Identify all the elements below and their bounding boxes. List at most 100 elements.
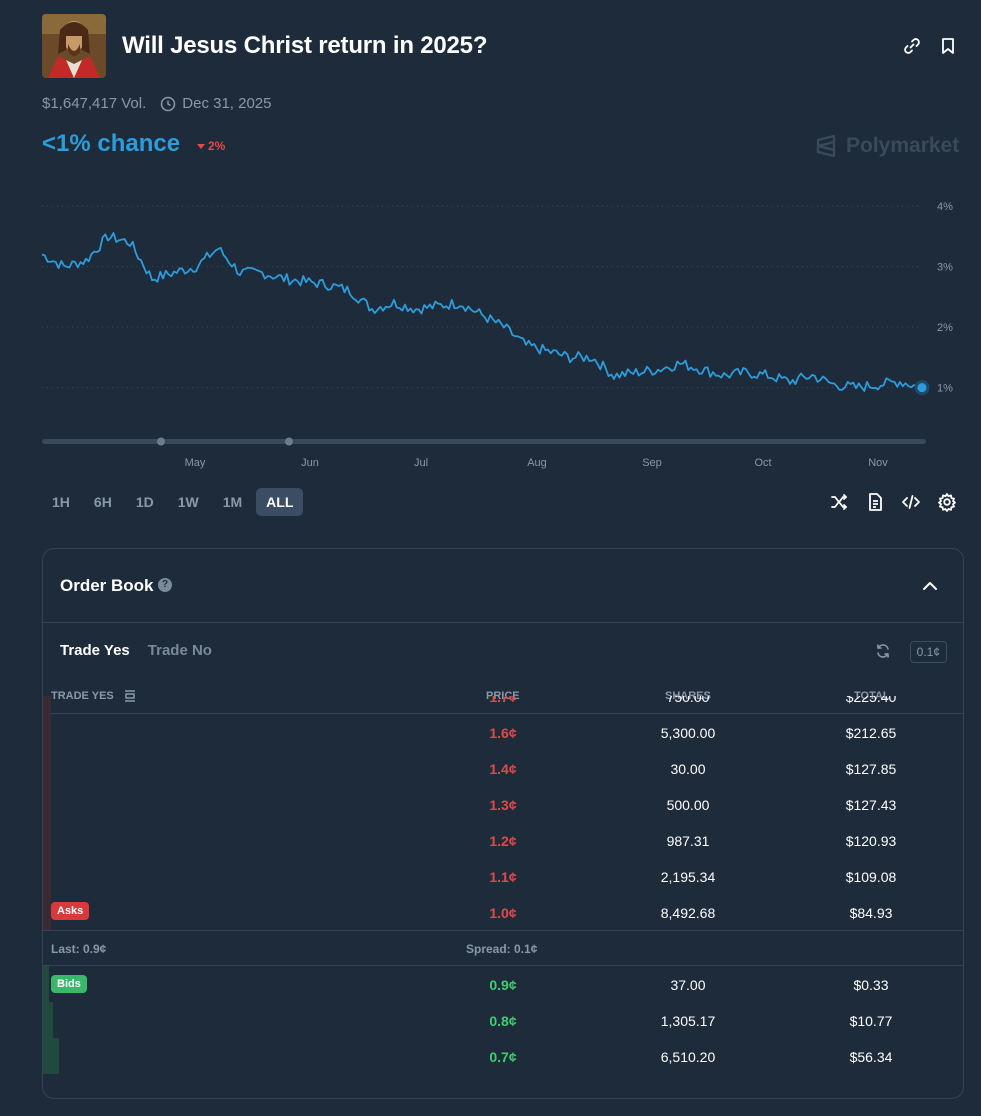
shuffle-icon[interactable]: [829, 492, 849, 512]
range-button-1d[interactable]: 1D: [135, 494, 154, 510]
y-tick-label: 1%: [937, 383, 953, 395]
asks-section: 1.7¢ 750.00 $225.40 1.6¢ 5,300.00 $212.65 1.4¢…: [43, 696, 963, 930]
ask-row[interactable]: 1.2¢ 987.31 $120.93: [43, 822, 963, 858]
column-trade-yes: TRADE YES: [51, 690, 114, 702]
market-thumbnail: [42, 14, 106, 78]
y-tick-label: 2%: [937, 322, 953, 334]
timeline-scrubber[interactable]: [42, 439, 926, 444]
total-cell: $84.93: [849, 905, 893, 921]
asks-depth-bar: [43, 696, 51, 930]
price-cell: 1.2¢: [489, 833, 517, 849]
tab-trade-yes[interactable]: Trade Yes: [60, 642, 130, 659]
link-icon[interactable]: [902, 36, 922, 56]
ask-row[interactable]: 1.6¢ 5,300.00 $212.65: [43, 714, 963, 750]
total-cell: $225.40: [845, 696, 897, 705]
scrubber-handle-right[interactable]: [285, 437, 293, 446]
asks-badge: Asks: [51, 902, 90, 920]
ask-row[interactable]: 1.7¢ 750.00 $225.40: [43, 696, 963, 714]
range-button-1h[interactable]: 1H: [52, 494, 70, 510]
range-button-6h[interactable]: 6H: [93, 494, 112, 510]
total-cell: $127.85: [845, 761, 897, 777]
shares-cell: 2,195.34: [660, 869, 716, 885]
ask-row[interactable]: 1.1¢ 2,195.34 $109.08: [43, 858, 963, 894]
bookmark-icon[interactable]: [938, 36, 958, 56]
scrubber-handle-left[interactable]: [157, 437, 165, 446]
order-book-rows: 1.7¢ 750.00 $225.40 1.6¢ 5,300.00 $212.65 1.4¢…: [43, 696, 963, 1074]
settings-gear-icon[interactable]: [937, 492, 957, 512]
down-arrow-icon: [197, 144, 205, 149]
ask-row[interactable]: 1.4¢ 30.00 $127.85: [43, 750, 963, 786]
spread-row: Last: 0.9¢ Spread: 0.1¢: [43, 930, 963, 966]
shares-cell: 8,492.68: [660, 905, 716, 921]
help-icon[interactable]: ?: [158, 578, 172, 592]
last-price: Last: 0.9¢: [51, 942, 107, 956]
total-cell: $10.77: [849, 1013, 893, 1029]
change-indicator: 2%: [196, 139, 225, 153]
y-tick-label: 3%: [937, 262, 953, 274]
price-cell: 1.4¢: [489, 761, 517, 777]
time-range-selector: 1H 6H 1D 1W 1M ALL: [42, 488, 304, 516]
market-title: Will Jesus Christ return in 2025?: [122, 32, 488, 59]
clock-icon: [161, 96, 176, 111]
x-tick-label: Oct: [754, 457, 771, 469]
chevron-up-icon[interactable]: [921, 577, 939, 600]
bid-row[interactable]: 0.9¢ 37.00 $0.33: [43, 966, 963, 1002]
ask-row[interactable]: 1.3¢ 500.00 $127.43: [43, 786, 963, 822]
embed-code-icon[interactable]: [901, 492, 921, 512]
range-button-all[interactable]: ALL: [256, 488, 304, 516]
shares-cell: 500.00: [666, 797, 710, 813]
shares-cell: 37.00: [670, 977, 706, 993]
spread-value: Spread: 0.1¢: [466, 942, 538, 956]
bid-depth-bar: [43, 966, 49, 1002]
bids-badge: Bids: [51, 975, 87, 993]
price-cell: 1.0¢: [489, 905, 517, 921]
total-cell: $212.65: [845, 725, 897, 741]
refresh-icon[interactable]: [875, 643, 891, 664]
tab-trade-no[interactable]: Trade No: [147, 642, 212, 659]
change-value: 2%: [208, 139, 226, 153]
brand-name: Polymarket: [846, 134, 960, 157]
chance-value: <1% chance: [42, 130, 181, 157]
total-cell: $109.08: [845, 869, 897, 885]
order-book-tabs: Trade Yes Trade No: [60, 642, 212, 659]
polymarket-logo: Polymarket: [814, 134, 959, 158]
order-book-panel: Order Book ? Trade Yes Trade No 0.1¢ TRA…: [42, 548, 964, 1099]
market-header: Will Jesus Christ return in 2025?: [42, 14, 956, 78]
bid-row[interactable]: 0.8¢ 1,305.17 $10.77: [43, 1002, 963, 1038]
range-button-1w[interactable]: 1W: [177, 494, 199, 510]
column-shares: SHARES: [665, 690, 711, 702]
x-tick-label: Jul: [414, 457, 428, 469]
market-meta: $1,647,417 Vol. Dec 31, 2025: [42, 95, 272, 112]
price-cell: 1.1¢: [489, 869, 517, 885]
ask-row[interactable]: 1.0¢ 8,492.68 $84.93: [43, 894, 963, 930]
x-tick-label: Sep: [642, 457, 662, 469]
price-chart[interactable]: 4% 3% 2% 1% May Jun Jul Aug Sep Oct Nov: [0, 180, 981, 480]
document-icon[interactable]: [865, 492, 885, 512]
total-cell: $0.33: [853, 977, 889, 993]
shares-cell: 30.00: [670, 761, 706, 777]
order-book-title: Order Book: [60, 576, 154, 595]
price-cell: 1.3¢: [489, 797, 517, 813]
bid-row[interactable]: 0.7¢ 6,510.20 $56.34: [43, 1038, 963, 1074]
range-button-1m[interactable]: 1M: [222, 494, 243, 510]
total-cell: $120.93: [845, 833, 897, 849]
end-date: Dec 31, 2025: [182, 95, 272, 112]
price-line: [41, 232, 923, 392]
x-tick-label: Aug: [527, 457, 547, 469]
x-tick-label: Jun: [301, 457, 319, 469]
volume-text: $1,647,417 Vol.: [42, 95, 147, 112]
price-cell: 0.8¢: [489, 1013, 517, 1029]
price-cell: 0.9¢: [489, 977, 517, 993]
shares-cell: 6,510.20: [660, 1049, 716, 1065]
order-book-header[interactable]: Order Book ?: [43, 549, 963, 623]
current-price-dot: [914, 380, 930, 396]
bid-depth-bar: [43, 1038, 59, 1074]
x-tick-label: May: [185, 457, 206, 469]
center-book-icon[interactable]: [123, 689, 137, 706]
order-book-columns: TRADE YES PRICE SHARES TOTAL: [43, 685, 963, 714]
shares-cell: 1,305.17: [660, 1013, 716, 1029]
price-cell: 0.7¢: [489, 1049, 517, 1065]
tick-size-selector[interactable]: 0.1¢: [909, 641, 947, 663]
chart-tools: [829, 492, 957, 512]
polymarket-icon: [816, 134, 836, 158]
